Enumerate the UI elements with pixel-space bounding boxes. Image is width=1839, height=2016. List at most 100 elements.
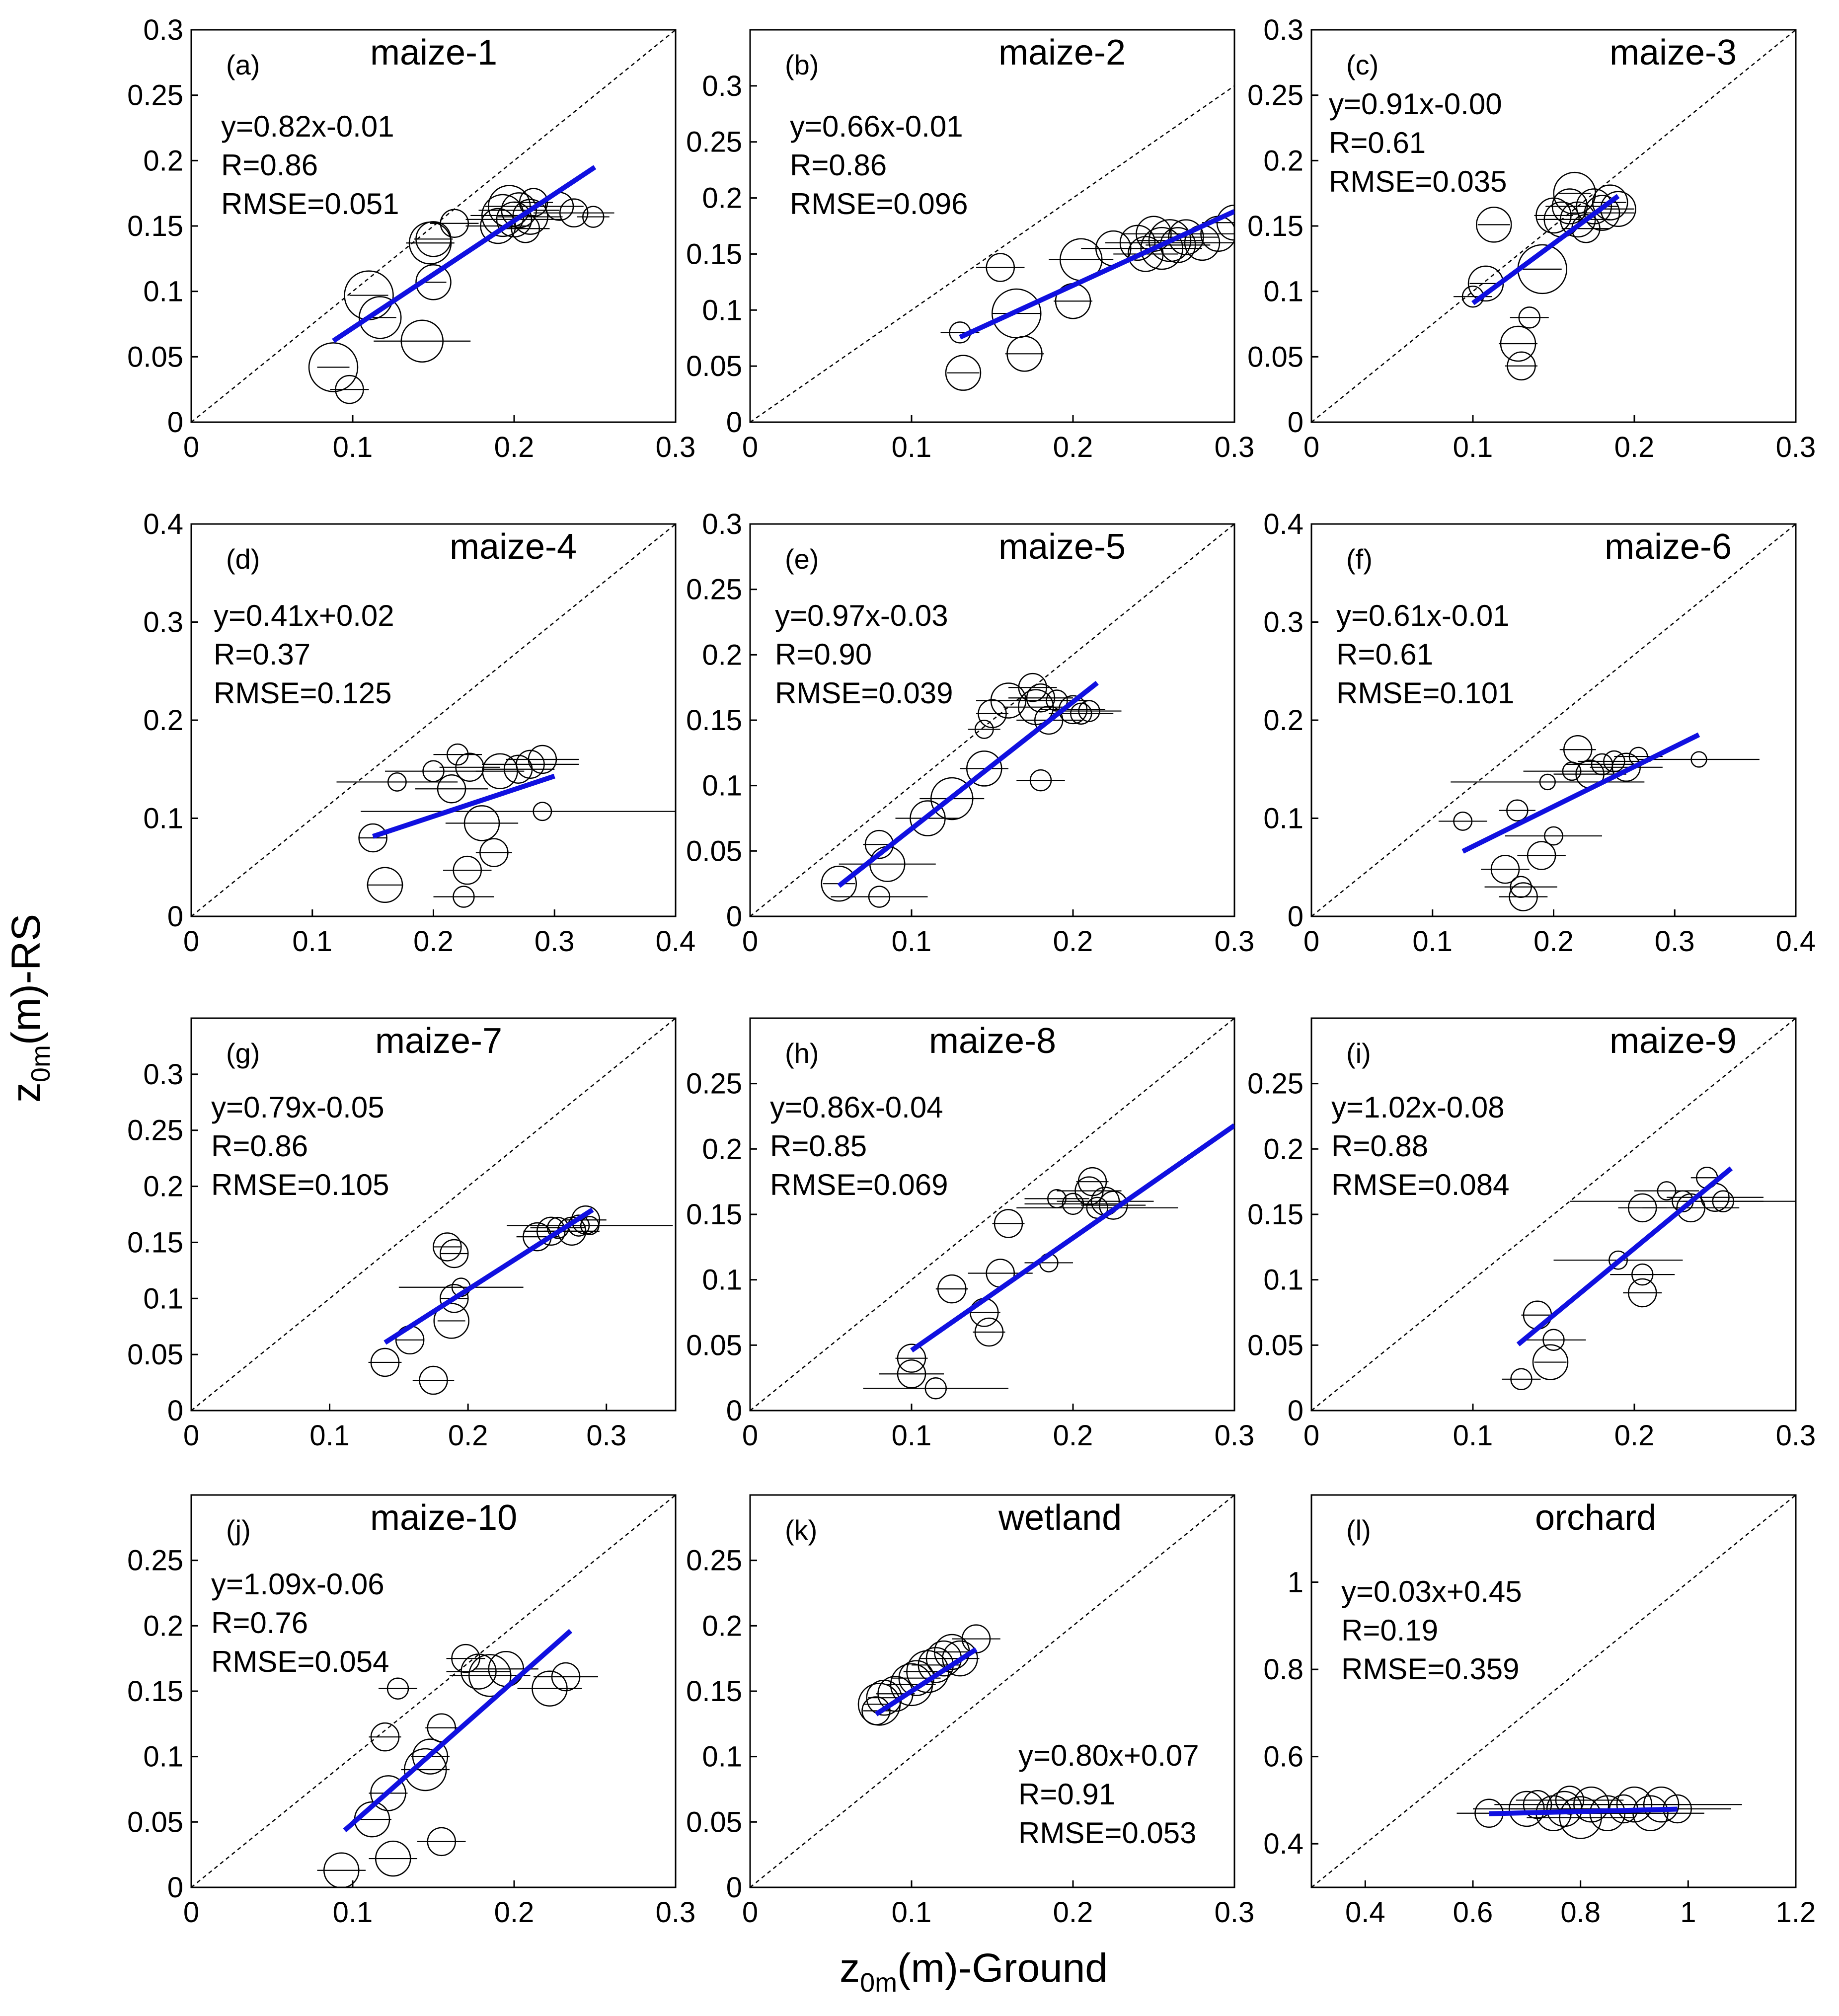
data-point	[453, 886, 475, 908]
correlation-label: R=0.61	[1336, 638, 1433, 671]
x-tick-label: 0	[742, 1896, 758, 1929]
data-point	[1592, 184, 1628, 221]
data-point	[1119, 224, 1156, 261]
data-point	[1140, 226, 1183, 270]
y-tick-label: 0.05	[1247, 341, 1303, 373]
data-point	[1539, 773, 1556, 791]
data-point	[479, 838, 509, 867]
x-tick-label: 0.4	[1345, 1896, 1385, 1929]
points-group	[1454, 171, 1636, 381]
y-tick-label: 0.2	[143, 704, 183, 737]
data-point	[1216, 204, 1234, 241]
data-point	[897, 1344, 926, 1373]
data-point	[468, 1654, 512, 1697]
panel-frame	[1310, 29, 1797, 423]
data-point	[404, 1748, 447, 1792]
x-tick-label: 0.2	[1614, 431, 1655, 463]
data-point	[559, 198, 589, 227]
fit-line	[1461, 732, 1700, 854]
points-group	[940, 204, 1234, 391]
data-point	[400, 319, 444, 363]
y-tick-label: 0.25	[686, 126, 742, 158]
panel-label: (f)	[1346, 543, 1373, 575]
data-point	[551, 1662, 581, 1692]
data-point	[942, 1640, 978, 1677]
data-point	[1070, 702, 1092, 725]
panel-label: (c)	[1346, 49, 1379, 80]
data-point	[937, 1274, 967, 1304]
data-point	[924, 1377, 947, 1400]
x-tick-label: 0.3	[1215, 431, 1255, 463]
data-point	[1018, 672, 1047, 702]
y-tick-label: 0.25	[127, 1545, 183, 1577]
y-tick-label: 0.3	[702, 508, 742, 540]
x-tick-label: 0	[1303, 431, 1319, 463]
panel-2: 0 0.1 0.2 0.3 0 0.05 0.1 0.15 0.2 0.25 0.3 (b) maize…	[686, 29, 1255, 463]
x-tick-label: 0.2	[1614, 1419, 1655, 1452]
y-tick-label: 0.25	[686, 574, 742, 606]
panel-3: 0 0.1 0.2 0.3 0 0.05 0.1 0.15 0.2 0.25 0.3 (c) maize…	[1247, 14, 1816, 463]
panel-8: 0 0.1 0.2 0.3 0 0.05 0.1 0.15 0.2 0.25 (h) maize-8 y…	[686, 1017, 1254, 1452]
data-point	[533, 802, 552, 821]
x-tick-label: 0.3	[656, 1896, 696, 1929]
data-point	[1510, 1368, 1532, 1391]
correlation-label: R=0.19	[1341, 1614, 1438, 1647]
data-point	[580, 1216, 600, 1236]
y-tick-label: 0.3	[1263, 606, 1303, 639]
y-tick-label: 0.4	[1263, 1828, 1303, 1860]
correlation-label: R=0.91	[1018, 1778, 1115, 1811]
y-tick-label: 1	[1288, 1567, 1303, 1599]
data-point	[387, 772, 407, 792]
x-tick-label: 0.2	[1053, 431, 1093, 463]
y-tick-label: 0.25	[686, 1545, 742, 1577]
fit-line	[1489, 1806, 1678, 1816]
y-tick-label: 0.2	[143, 1610, 183, 1642]
panel-label: (a)	[226, 49, 260, 80]
panel-frame	[190, 1494, 677, 1888]
y-tick-label: 0.2	[702, 1133, 742, 1165]
correlation-label: R=0.85	[770, 1129, 867, 1163]
y-axis-title-sub: 0m	[26, 1045, 56, 1082]
one-to-one-line	[750, 85, 1234, 422]
data-point	[1611, 752, 1641, 782]
data-point	[370, 1722, 400, 1752]
fit-line	[372, 773, 555, 839]
y-tick-label: 0.25	[686, 1068, 742, 1100]
points-group	[1438, 735, 1760, 911]
y-tick-label: 0.1	[702, 1264, 742, 1296]
y-tick-label: 0.15	[1247, 1198, 1303, 1231]
data-point	[1676, 1193, 1705, 1223]
panel-label: (k)	[785, 1514, 817, 1546]
y-tick-label: 0.25	[1247, 79, 1303, 112]
panel-title: maize-5	[998, 527, 1126, 567]
panel-9: 0 0.1 0.2 0.3 0 0.05 0.1 0.15 0.2 0.25 (i) maize-9 y…	[1247, 1017, 1816, 1452]
panel-frame	[749, 1494, 1235, 1888]
data-point	[482, 753, 518, 789]
y-tick-label: 0.15	[686, 1675, 742, 1708]
y-tick-label: 0.1	[702, 770, 742, 802]
data-point	[868, 886, 891, 908]
data-point	[1029, 769, 1052, 792]
regression-equation: y=0.41x+0.02	[214, 599, 394, 632]
data-point	[1544, 826, 1563, 846]
x-tick-label: 0.2	[448, 1419, 488, 1452]
y-tick-label: 0	[1288, 406, 1303, 439]
y-tick-label: 0	[726, 406, 742, 439]
fit-line	[383, 1207, 594, 1345]
panel-title: maize-10	[370, 1498, 517, 1538]
x-tick-label: 0.2	[413, 925, 454, 958]
correlation-label: R=0.61	[1329, 126, 1426, 159]
x-axis-title-rest: (m)-Ground	[897, 1945, 1108, 1991]
y-tick-label: 0	[726, 1871, 742, 1904]
panel-12: 0.4 0.6 0.8 1 1.2 0.4 0.6 0.8 1 (l) orchard y=0.03x…	[1263, 1494, 1816, 1929]
data-point	[323, 1852, 360, 1887]
y-tick-label: 0.1	[143, 803, 183, 835]
data-point	[453, 855, 482, 885]
data-point	[986, 253, 1015, 282]
data-point	[1136, 216, 1172, 252]
panel-5: 0 0.1 0.2 0.3 0 0.05 0.1 0.15 0.2 0.25 0.3 (e) maize…	[686, 508, 1254, 958]
panel-1: 0 0.1 0.2 0.3 0 0.05 0.1 0.15 0.2 0.25 0.3 (a) maize…	[127, 14, 695, 463]
y-tick-label: 0.1	[1263, 803, 1303, 835]
panel-label: (e)	[785, 543, 819, 575]
